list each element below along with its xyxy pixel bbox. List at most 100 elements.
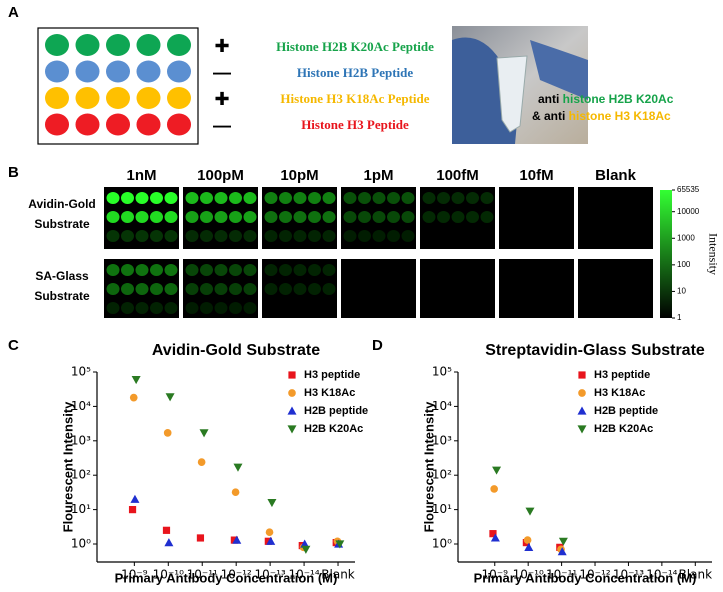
panel-label: C bbox=[8, 337, 19, 354]
legend-label: H2B peptide bbox=[594, 405, 658, 417]
y-axis-label: Flourescent Intensity bbox=[60, 401, 75, 533]
legend-marker bbox=[288, 389, 296, 397]
concentration-label: 1nM bbox=[127, 167, 157, 184]
spot bbox=[243, 192, 257, 204]
spot bbox=[293, 283, 307, 295]
y-tick-label: 10¹ bbox=[71, 502, 91, 516]
well bbox=[75, 113, 100, 136]
well bbox=[167, 34, 191, 56]
spot bbox=[466, 192, 479, 204]
spot bbox=[480, 192, 494, 204]
spot bbox=[106, 230, 120, 242]
spot bbox=[243, 230, 257, 242]
x-tick-label: Blank bbox=[321, 568, 355, 582]
well bbox=[136, 34, 161, 56]
spot bbox=[185, 302, 199, 314]
well bbox=[136, 60, 161, 83]
spot bbox=[200, 230, 213, 242]
spot bbox=[200, 302, 213, 314]
colorbar bbox=[660, 190, 672, 318]
array-image bbox=[499, 259, 574, 318]
spot bbox=[121, 230, 134, 242]
spot bbox=[387, 192, 400, 204]
x-tick-label: 10⁻¹¹ bbox=[546, 568, 577, 582]
spot bbox=[229, 230, 242, 242]
spot bbox=[135, 302, 149, 314]
legend-label: H3 peptide bbox=[594, 369, 650, 381]
spot bbox=[279, 192, 292, 204]
spot bbox=[401, 230, 415, 242]
spot bbox=[200, 211, 213, 223]
data-point bbox=[523, 536, 532, 544]
spot bbox=[121, 192, 134, 204]
data-point bbox=[524, 542, 534, 551]
spot bbox=[293, 211, 307, 223]
spot bbox=[185, 230, 199, 242]
concentration-label: 10fM bbox=[519, 167, 553, 184]
substrate-label: Substrate bbox=[34, 289, 90, 303]
x-tick-label: 10⁻¹⁴ bbox=[288, 568, 319, 582]
spot bbox=[322, 283, 336, 295]
spot bbox=[480, 211, 494, 223]
spot bbox=[200, 283, 213, 295]
spot bbox=[185, 192, 199, 204]
sign: ✚ bbox=[214, 36, 229, 56]
chart-title: Avidin-Gold Substrate bbox=[152, 342, 320, 359]
spot bbox=[121, 302, 134, 314]
array-image bbox=[420, 187, 495, 249]
spot bbox=[308, 230, 321, 242]
substrate-label: SA-Glass bbox=[35, 269, 89, 283]
x-tick-label: 10⁻¹⁰ bbox=[513, 568, 544, 582]
data-point bbox=[490, 485, 498, 493]
spot bbox=[264, 211, 278, 223]
spot bbox=[279, 230, 292, 242]
spot bbox=[243, 211, 257, 223]
spot bbox=[150, 302, 163, 314]
concentration-label: 1pM bbox=[364, 167, 394, 184]
sign: ✚ bbox=[214, 89, 229, 109]
spot bbox=[451, 211, 465, 223]
spot bbox=[264, 192, 278, 204]
data-point bbox=[130, 494, 140, 503]
array-image bbox=[578, 259, 653, 318]
data-point bbox=[162, 526, 171, 534]
spot bbox=[358, 211, 371, 223]
data-point bbox=[489, 530, 497, 538]
spot bbox=[229, 283, 242, 295]
spot bbox=[135, 283, 149, 295]
legend-label: H3 K18Ac bbox=[304, 387, 355, 399]
peptide-label: Histone H2B K20Ac Peptide bbox=[276, 39, 434, 54]
spot bbox=[214, 230, 228, 242]
spot bbox=[422, 211, 436, 223]
y-tick-label: 10⁴ bbox=[71, 399, 91, 413]
spot bbox=[214, 264, 228, 276]
chart-title: Streptavidin-Glass Substrate bbox=[485, 342, 705, 359]
spot bbox=[322, 230, 336, 242]
x-tick-label: 10⁻¹² bbox=[221, 568, 252, 582]
spot bbox=[200, 264, 213, 276]
array-image bbox=[578, 187, 653, 249]
well bbox=[75, 87, 100, 109]
colorbar-tick-label: 10000 bbox=[677, 207, 700, 216]
spot bbox=[372, 192, 386, 204]
colorbar-tick-label: 1000 bbox=[677, 233, 695, 242]
spot bbox=[121, 264, 134, 276]
spot bbox=[164, 211, 178, 223]
spot bbox=[229, 192, 242, 204]
data-point bbox=[492, 466, 502, 475]
spot bbox=[343, 211, 357, 223]
antibody-name: histone H2B K20Ac bbox=[563, 92, 674, 106]
spot bbox=[401, 192, 415, 204]
spot bbox=[401, 211, 415, 223]
legend-label: H3 peptide bbox=[304, 369, 360, 381]
spot bbox=[185, 211, 199, 223]
well bbox=[45, 34, 69, 56]
spot bbox=[308, 283, 321, 295]
data-point bbox=[163, 429, 172, 437]
x-tick-label: 10⁻¹¹ bbox=[187, 568, 218, 582]
well bbox=[106, 113, 130, 136]
panel-label: B bbox=[8, 164, 19, 181]
y-tick-label: 10³ bbox=[71, 433, 91, 447]
y-tick-label: 10² bbox=[71, 468, 91, 482]
